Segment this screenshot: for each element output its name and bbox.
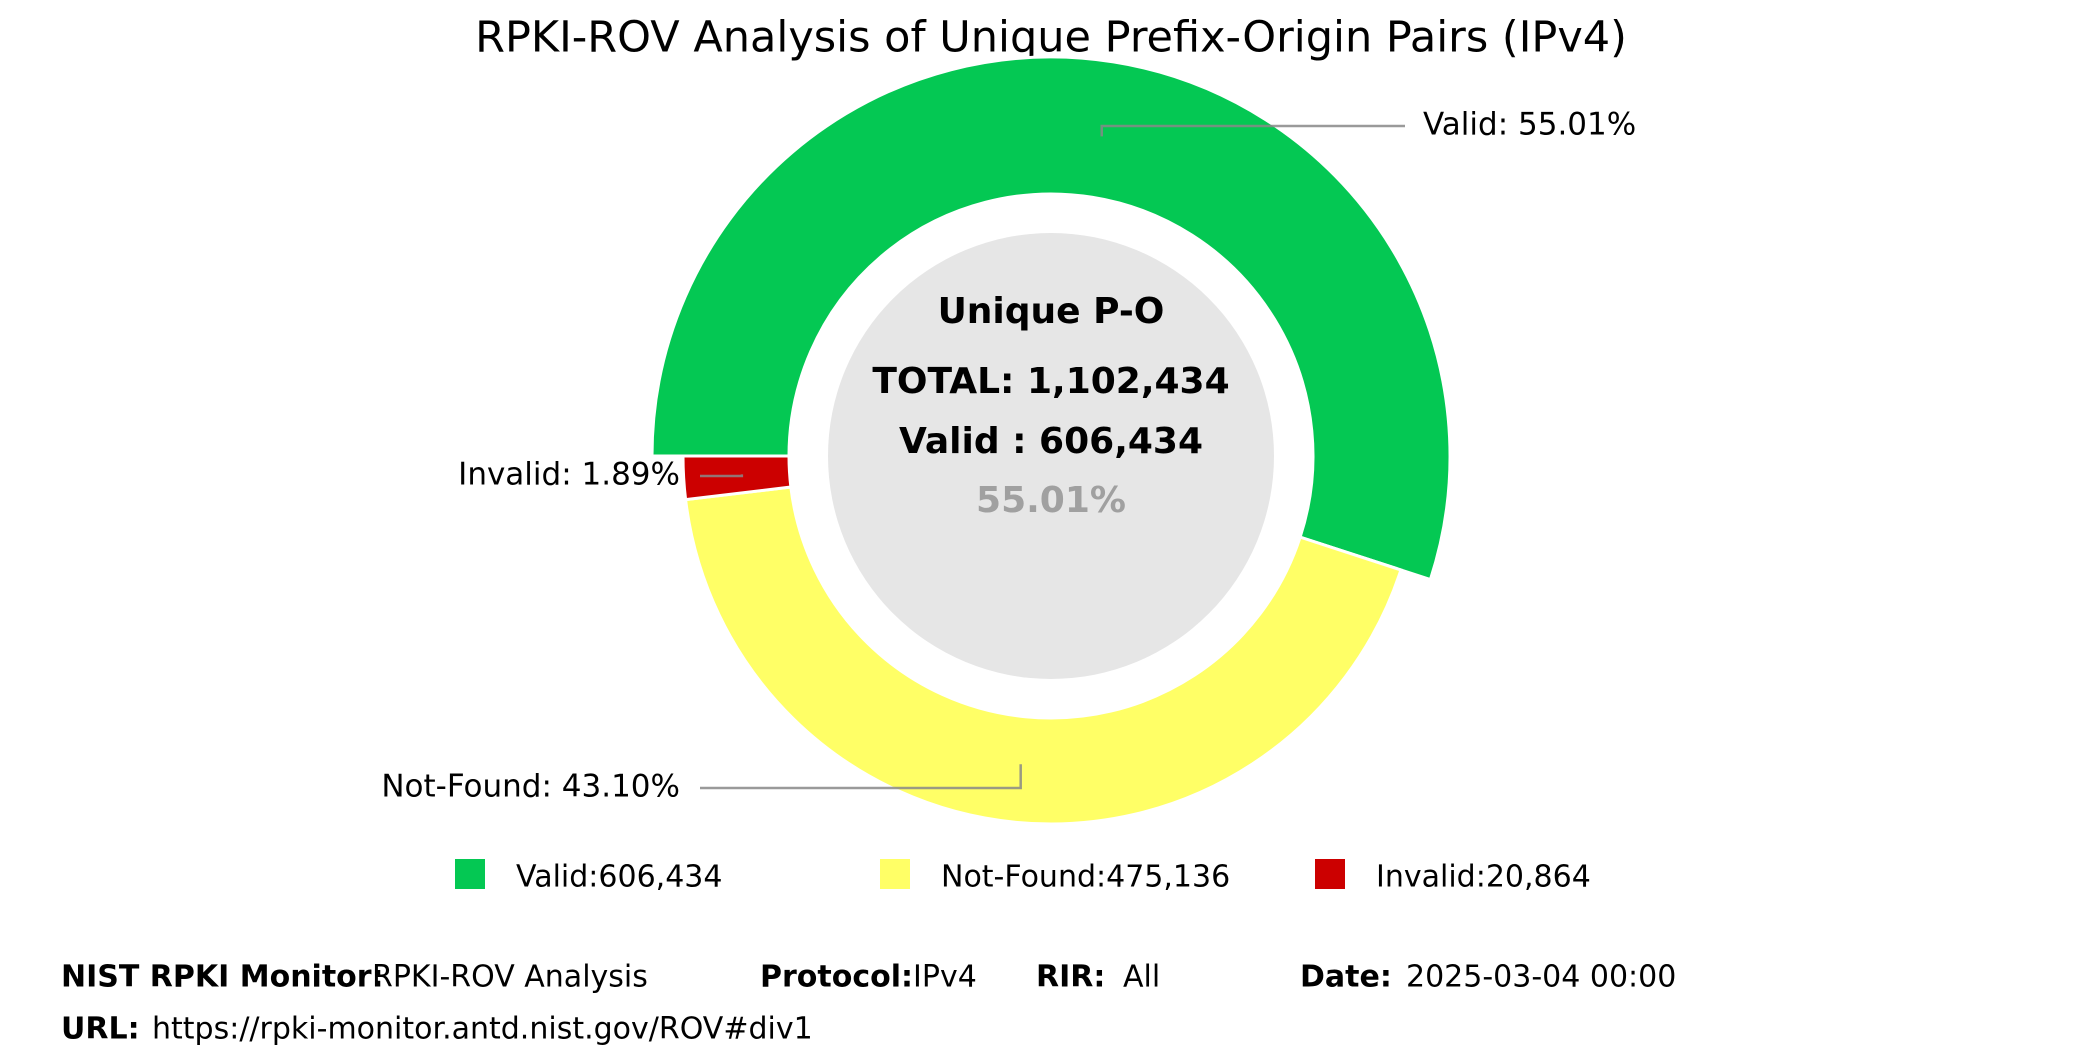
center-valid: Valid : 606,434 (899, 421, 1203, 462)
footer-value: 2025-03-04 00:00 (1406, 960, 1676, 995)
legend-swatch (1315, 859, 1345, 889)
footer-value: All (1123, 960, 1160, 995)
legend-swatch (880, 859, 910, 889)
wedge (683, 485, 1403, 826)
footer-label: NIST RPKI Monitor: (61, 960, 384, 995)
center-total: TOTAL: 1,102,434 (872, 361, 1229, 402)
center-disc (828, 233, 1274, 679)
center-title: Unique P-O (938, 291, 1165, 332)
footer-value: RPKI-ROV Analysis (372, 960, 648, 995)
wedge (650, 55, 1452, 582)
footer-label: Date: (1300, 960, 1392, 995)
data-label: Invalid: 1.89% (458, 457, 680, 493)
footer-value: IPv4 (913, 960, 977, 995)
legend-swatch (455, 859, 485, 889)
footer-label: URL: (61, 1012, 140, 1047)
wedge (681, 454, 793, 502)
legend-label: Not-Found:475,136 (941, 860, 1230, 895)
chart-title: RPKI-ROV Analysis of Unique Prefix-Origi… (475, 13, 1627, 63)
leader-line (700, 474, 744, 478)
data-label: Valid: 55.01% (1423, 107, 1636, 143)
data-label: Not-Found: 43.10% (381, 769, 680, 805)
footer-label: Protocol: (760, 960, 913, 995)
leader-line (1100, 124, 1405, 137)
legend-label: Valid:606,434 (516, 860, 722, 895)
legend-label: Invalid:20,864 (1376, 860, 1591, 895)
center-percent: 55.01% (976, 480, 1126, 521)
footer-value: https://rpki-monitor.antd.nist.gov/ROV#d… (152, 1012, 813, 1047)
footer-label: RIR: (1036, 960, 1105, 995)
leader-line (700, 764, 1022, 790)
